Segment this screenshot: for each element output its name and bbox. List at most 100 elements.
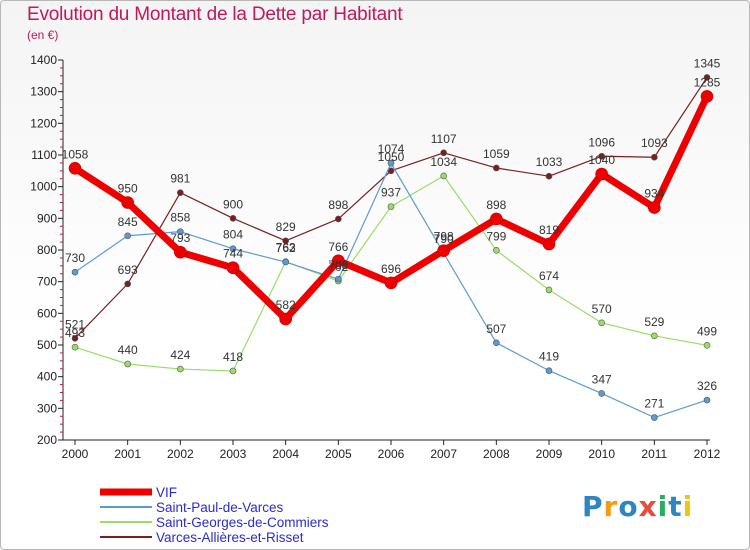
data-label: 730	[65, 251, 85, 265]
x-tick-label: 2007	[430, 447, 457, 461]
data-label: 326	[697, 379, 717, 393]
legend-label: VIF	[156, 485, 177, 500]
data-label: 799	[486, 229, 506, 243]
data-point	[177, 365, 184, 373]
legend-label: Saint-Georges-de-Commiers	[156, 515, 329, 530]
data-point	[124, 360, 131, 368]
data-label: 845	[118, 215, 138, 229]
data-point	[490, 212, 503, 226]
y-tick-label: 1300	[30, 85, 57, 99]
data-point	[703, 396, 711, 404]
data-label: 424	[170, 348, 190, 362]
data-point	[703, 342, 711, 349]
data-point	[335, 215, 342, 223]
y-tick-label: 900	[37, 211, 57, 225]
data-label: 762	[276, 241, 296, 255]
x-tick-label: 2008	[483, 447, 510, 461]
x-tick-label: 2010	[588, 447, 615, 461]
data-point	[598, 390, 605, 397]
data-label: 708	[328, 258, 348, 272]
data-point	[282, 237, 289, 245]
data-label: 1050	[378, 150, 405, 164]
data-point	[598, 319, 605, 327]
series-lines	[68, 74, 714, 421]
data-label: 937	[381, 186, 401, 200]
data-point	[387, 203, 395, 210]
data-labels: 521 693 981 900 829 898 1050 1107 1059 1033 1096 10…	[62, 56, 721, 410]
legend-label: Varces-Allières-et-Risset	[156, 530, 304, 545]
data-point	[121, 196, 134, 209]
data-label: 499	[697, 324, 717, 338]
data-label: 693	[118, 263, 138, 277]
y-tick-label: 800	[37, 243, 57, 257]
data-label: 1285	[694, 75, 721, 89]
y-tick-label: 1000	[30, 180, 57, 194]
y-tick-label: 300	[37, 401, 57, 415]
data-point	[493, 339, 500, 347]
data-label: 1040	[588, 153, 615, 167]
data-point	[387, 159, 395, 167]
data-point	[177, 189, 184, 196]
data-point	[124, 280, 131, 288]
data-point	[335, 275, 342, 283]
data-label: 696	[381, 262, 401, 276]
data-label: 702	[328, 260, 348, 274]
data-label: 790	[434, 232, 454, 246]
data-label: 798	[434, 230, 454, 244]
y-tick-label: 700	[37, 275, 57, 289]
y-tick-label: 500	[37, 338, 57, 352]
y-tick-label: 400	[37, 370, 57, 384]
x-tick-label: 2003	[220, 447, 247, 461]
logo-letter: t	[668, 490, 683, 523]
chart-title: Evolution du Montant de la Dette par Hab…	[27, 4, 403, 25]
data-point	[542, 237, 556, 251]
data-label: 898	[486, 198, 506, 212]
y-tick-label: 1100	[31, 148, 57, 162]
data-label: 981	[170, 172, 190, 186]
data-label: 793	[170, 231, 190, 245]
data-point	[177, 228, 184, 235]
y-tick-label: 600	[37, 306, 57, 320]
data-label: 1059	[483, 147, 510, 161]
logo-letter: P	[582, 490, 604, 523]
data-label: 744	[223, 247, 243, 261]
data-label: 347	[592, 372, 612, 386]
data-point	[229, 245, 237, 253]
data-point	[71, 343, 79, 351]
data-label: 271	[644, 397, 664, 411]
data-label: 529	[644, 315, 664, 329]
data-point	[651, 332, 658, 340]
data-point	[493, 164, 500, 172]
x-tick-label: 2006	[378, 447, 405, 461]
logo-letter: i	[682, 490, 694, 523]
data-label: 1034	[430, 155, 457, 169]
data-point	[71, 268, 79, 276]
data-point	[124, 232, 131, 240]
data-point	[598, 152, 605, 160]
data-label: 858	[170, 211, 190, 225]
data-label: 493	[65, 326, 85, 340]
data-label: 804	[223, 228, 243, 242]
data-label: 419	[539, 350, 559, 364]
logo-letter: x	[638, 490, 658, 523]
data-label: 766	[328, 240, 348, 254]
data-label: 1074	[378, 142, 405, 156]
data-point	[700, 90, 714, 103]
data-point	[440, 172, 447, 180]
y-tick-label: 1400	[30, 53, 57, 67]
logo-letter: o	[618, 490, 639, 523]
data-label: 898	[328, 198, 348, 212]
data-label: 829	[276, 220, 296, 234]
data-label: 570	[592, 302, 612, 316]
data-label: 1107	[431, 132, 457, 146]
data-point	[648, 201, 661, 214]
data-point	[493, 247, 500, 254]
data-point	[651, 414, 658, 421]
data-point	[282, 258, 289, 266]
data-point	[332, 254, 345, 268]
data-point	[279, 312, 292, 326]
data-label: 1096	[588, 135, 615, 149]
x-tick-label: 2000	[62, 447, 89, 461]
legend-label: Saint-Paul-de-Varces	[156, 500, 284, 515]
